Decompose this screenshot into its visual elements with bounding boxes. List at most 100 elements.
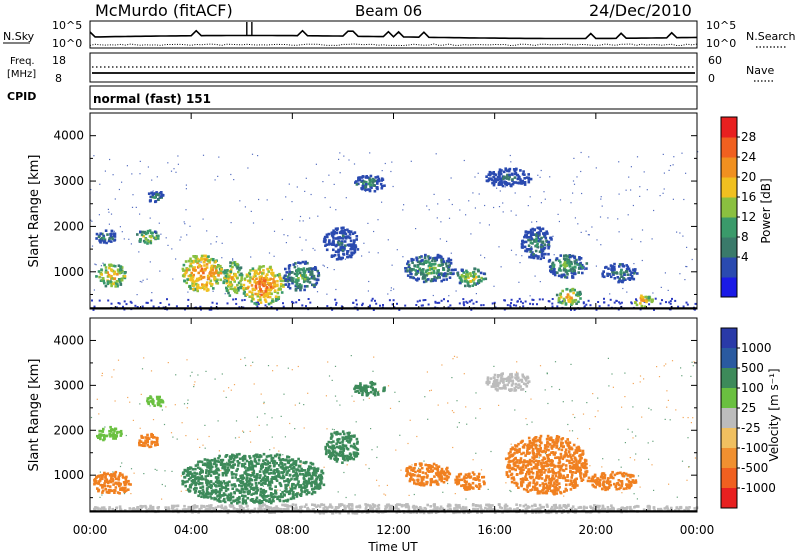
echo-point [129, 483, 132, 486]
echo-point [511, 178, 514, 181]
echo-point [287, 455, 291, 459]
echo-point [237, 289, 240, 292]
scatter-point [213, 466, 215, 468]
echo-point [299, 484, 303, 487]
echo-point [534, 254, 537, 257]
scatter-point [290, 479, 292, 481]
echo-point [258, 501, 261, 505]
scatter-point [271, 436, 273, 438]
scatter-point [626, 291, 628, 293]
echo-point [474, 484, 478, 488]
echo-point [426, 272, 429, 276]
echo-point [108, 479, 112, 483]
echo-point [509, 305, 512, 308]
echo-point [264, 458, 268, 461]
echo-point [515, 167, 518, 171]
echo-point [192, 478, 195, 482]
echo-point [416, 271, 420, 274]
echo-point [141, 230, 144, 234]
echo-point [280, 462, 283, 465]
echo-point [307, 298, 310, 300]
echo-point [422, 273, 426, 276]
echo-point [508, 173, 511, 177]
echo-point [464, 473, 468, 476]
echo-point [467, 485, 470, 489]
scatter-point [283, 393, 285, 395]
echo-point [262, 284, 265, 288]
echo-point [561, 457, 565, 461]
scatter-point [345, 496, 347, 499]
echo-point [581, 271, 584, 275]
echo-point [495, 379, 499, 382]
echo-point [219, 270, 223, 273]
echo-point [279, 288, 282, 291]
echo-point [563, 261, 567, 264]
echo-point [351, 247, 355, 251]
scatter-point [429, 390, 431, 392]
echo-point [274, 495, 277, 498]
echo-point [465, 273, 468, 276]
echo-point [519, 179, 523, 183]
scatter-point [656, 366, 658, 368]
echo-point [253, 457, 257, 461]
echo-point [156, 397, 159, 401]
echo-point [342, 449, 345, 452]
echo-point [146, 440, 149, 444]
scatter-point [151, 292, 153, 294]
scatter-point [510, 161, 512, 163]
echo-point [282, 285, 285, 288]
echo-point [476, 282, 479, 285]
echo-point [265, 291, 269, 294]
echo-point [477, 472, 481, 476]
scatter-point [669, 165, 672, 167]
echo-point [567, 269, 570, 273]
echo-point [204, 254, 207, 258]
echo-point [192, 288, 195, 291]
echo-point [218, 490, 222, 493]
echo-point [329, 242, 333, 246]
echo-point [248, 489, 251, 493]
echo-point [339, 248, 343, 252]
scatter-point [437, 480, 439, 482]
echo-point [640, 299, 643, 302]
echo-point [204, 494, 207, 497]
scatter-point [282, 454, 284, 456]
echo-point [258, 499, 261, 502]
echo-point [284, 467, 288, 471]
echo-point [188, 467, 191, 471]
echo-point [156, 402, 160, 405]
scatter-point [625, 475, 627, 477]
echo-point [235, 302, 238, 305]
echo-point [106, 472, 110, 475]
echo-point [195, 255, 198, 258]
power-echoes [90, 151, 699, 311]
echo-point [292, 496, 296, 500]
scatter-point [509, 489, 511, 492]
echo-point [346, 458, 349, 462]
echo-point [422, 483, 426, 487]
scatter-point [170, 432, 173, 434]
echo-point [369, 174, 373, 178]
echo-point [416, 300, 419, 303]
echo-point [242, 288, 246, 292]
echo-point [446, 470, 449, 473]
echo-point [110, 489, 114, 493]
echo-point [114, 477, 118, 481]
echo-point [325, 248, 329, 252]
freq-right-tick-bottom: 0 [708, 72, 715, 85]
echo-point [190, 260, 193, 263]
echo-point [149, 231, 153, 235]
echo-point [530, 237, 534, 240]
scatter-point [447, 402, 449, 404]
echo-point [506, 383, 509, 387]
echo-point [406, 262, 409, 266]
echo-point [551, 269, 554, 273]
echo-point [630, 277, 634, 280]
scatter-point [284, 436, 286, 438]
scatter-point [539, 176, 541, 178]
echo-point [146, 444, 149, 447]
echo-point [175, 305, 178, 308]
echo-point [418, 256, 422, 259]
echo-point [409, 477, 412, 481]
echo-point [194, 269, 197, 272]
